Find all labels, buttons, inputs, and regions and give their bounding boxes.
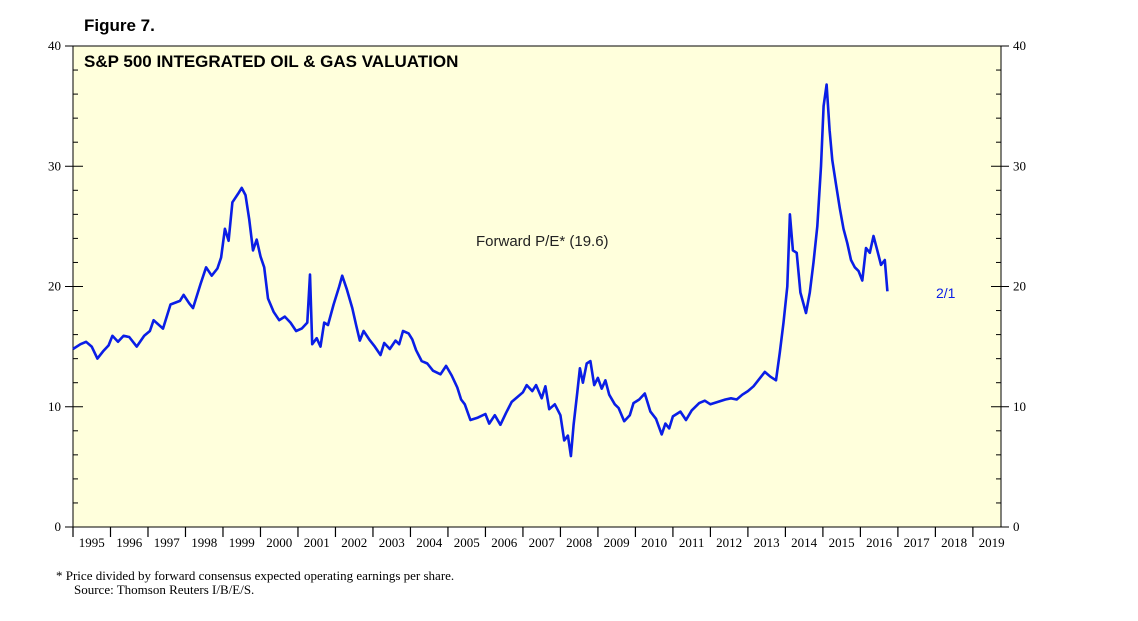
footnote: * Price divided by forward consensus exp… [56, 569, 454, 597]
figure-label: Figure 7. [84, 16, 155, 35]
x-tick-label: 2019 [979, 535, 1005, 550]
x-tick-label: 1996 [116, 535, 143, 550]
x-tick-label: 2006 [491, 535, 518, 550]
y-tick-label-left: 20 [48, 279, 61, 294]
x-tick-label: 2002 [341, 535, 367, 550]
x-axis: 1995 1996 1997 1998 1999 2000 2001 2002 2003 2004… [72, 527, 1005, 550]
y-tick-label-right: 20 [1013, 279, 1026, 294]
x-tick-label: 1998 [191, 535, 217, 550]
series-annotation: Forward P/E* (19.6) [476, 233, 609, 250]
series-line-forward-pe [72, 83, 889, 458]
x-tick-label: 2005 [454, 535, 480, 550]
x-tick-label: 2018 [941, 535, 967, 550]
x-tick-label: 2000 [266, 535, 292, 550]
y-tick-label-right: 10 [1013, 399, 1026, 414]
plot-area [72, 45, 1002, 528]
y-axis-right: 0 10 20 30 40 [1013, 38, 1026, 534]
y-tick-label-left: 30 [48, 158, 61, 173]
y-tick-label-right: 40 [1013, 38, 1026, 53]
x-tick-label: 2015 [829, 535, 855, 550]
x-tick-label: 2011 [679, 535, 705, 550]
x-tick-label: 2010 [641, 535, 667, 550]
y-axis-left: 0 10 20 30 40 [48, 38, 61, 534]
end-label: 2/1 [936, 285, 956, 301]
y-tick-label-right: 30 [1013, 158, 1026, 173]
x-tick-label: 2013 [754, 535, 780, 550]
y-tick-label-left: 10 [48, 399, 61, 414]
axis-ticks [65, 45, 1009, 528]
footnote-definition: * Price divided by forward consensus exp… [56, 568, 455, 583]
x-tick-label: 1999 [229, 535, 255, 550]
x-tick-label: 2004 [416, 535, 443, 550]
x-tick-label: 2009 [604, 535, 630, 550]
x-tick-label: 2008 [566, 535, 592, 550]
y-tick-label-left: 0 [55, 519, 62, 534]
x-tick-label: 2001 [304, 535, 330, 550]
y-tick-label-left: 40 [48, 38, 61, 53]
x-tick-label: 2007 [529, 535, 556, 550]
x-tick-label: 1997 [154, 535, 181, 550]
footnote-source: Source: Thomson Reuters I/B/E/S. [74, 582, 255, 597]
x-tick-label: 1995 [79, 535, 105, 550]
x-tick-label: 2012 [716, 535, 742, 550]
y-tick-label-right: 0 [1013, 519, 1020, 534]
chart-title: S&P 500 INTEGRATED OIL & GAS VALUATION [84, 52, 458, 71]
x-tick-label: 2003 [379, 535, 405, 550]
x-tick-label: 2017 [904, 535, 931, 550]
x-tick-label: 2016 [866, 535, 893, 550]
x-tick-label: 2014 [791, 535, 818, 550]
